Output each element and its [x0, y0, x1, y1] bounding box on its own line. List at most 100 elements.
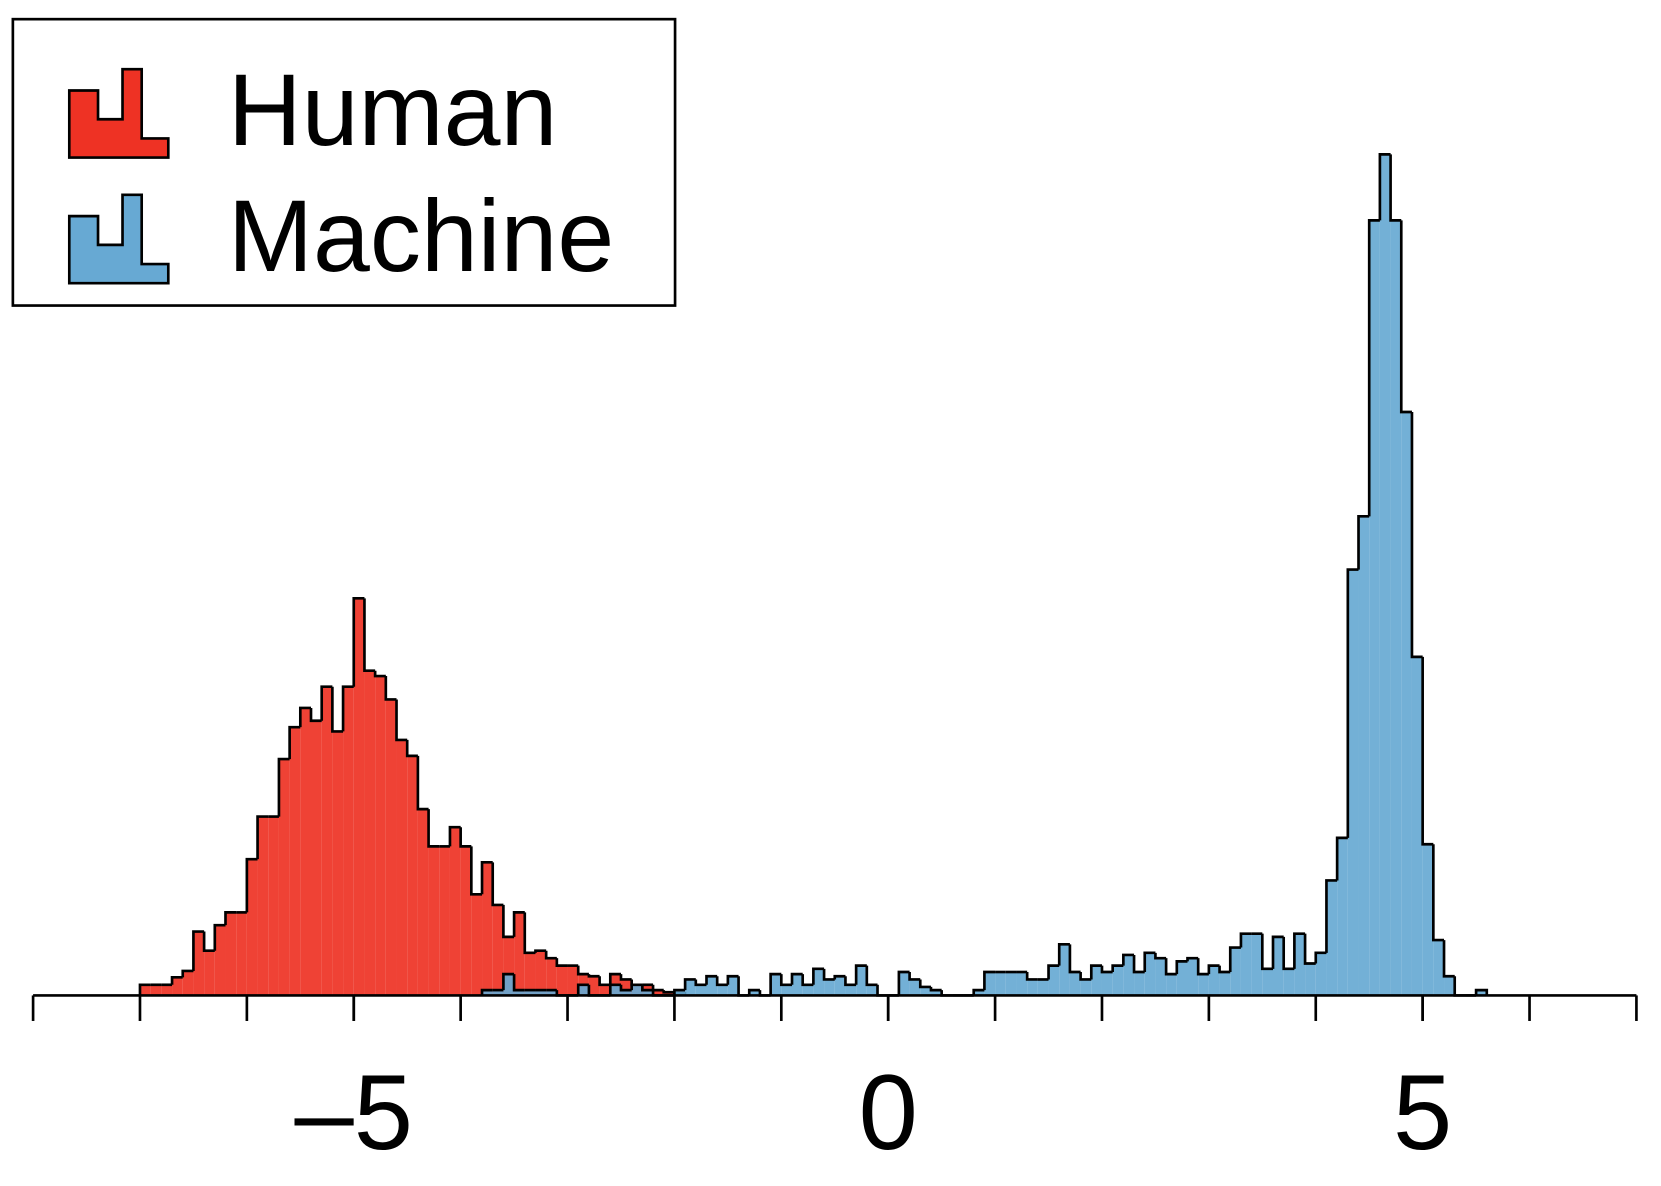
histogram-bar [236, 912, 247, 996]
histogram-step [1474, 988, 1489, 996]
histogram-bar [1101, 972, 1113, 996]
histogram-step [1207, 964, 1220, 975]
histogram-step [598, 976, 611, 987]
histogram-bar [578, 984, 589, 996]
histogram-step [662, 990, 675, 994]
histogram-bar [653, 990, 664, 996]
histogram-step [812, 967, 825, 985]
histogram-step [1410, 412, 1423, 659]
histogram-step [673, 988, 686, 996]
histogram-step [1442, 940, 1455, 978]
histogram-bar [1166, 974, 1177, 996]
histogram-bar [642, 990, 654, 996]
histogram-bar [824, 979, 835, 996]
histogram-step [1271, 935, 1284, 969]
histogram-bar [1187, 958, 1199, 996]
histogram-bar [139, 984, 151, 996]
histogram-step [619, 984, 632, 992]
histogram-step [1432, 844, 1445, 942]
x-tick-label: 0 [859, 1053, 918, 1172]
histogram-bar [482, 862, 493, 996]
histogram-step [972, 988, 985, 996]
histogram-bar [428, 846, 440, 996]
histogram-step [245, 857, 258, 913]
histogram-bar [182, 970, 194, 996]
histogram-step [705, 974, 718, 985]
histogram-bar [311, 720, 322, 996]
histogram-step [1186, 956, 1199, 962]
histogram-step [929, 986, 942, 992]
histogram-step [918, 979, 931, 989]
histogram-bar [1326, 880, 1338, 996]
histogram-bar [898, 972, 910, 996]
histogram-step [181, 969, 194, 978]
histogram-step [1346, 568, 1359, 838]
histogram-bar [620, 990, 632, 996]
histogram-bar [1347, 569, 1359, 996]
histogram-step [608, 983, 621, 996]
legend-label: Human [228, 52, 557, 167]
histogram-bar [161, 984, 173, 996]
histogram-bar [214, 925, 226, 996]
histogram-bar [1422, 844, 1434, 996]
histogram-step [876, 984, 889, 997]
histogram-step [512, 911, 525, 937]
histogram-bar [1476, 990, 1487, 996]
histogram-bar [1283, 968, 1295, 996]
histogram-step [138, 983, 151, 996]
histogram-bar [396, 739, 408, 996]
histogram-bar [995, 972, 1006, 996]
histogram-bar [1230, 947, 1241, 996]
histogram-step [983, 970, 996, 991]
histogram-bar [1016, 972, 1028, 996]
histogram-bar [920, 986, 931, 996]
histogram-step [790, 972, 803, 985]
x-tick-label: 5 [1393, 1053, 1452, 1172]
histogram-step [1367, 219, 1380, 517]
histogram-bar [770, 974, 782, 996]
histogram-bar [439, 846, 450, 996]
histogram-step [395, 699, 408, 742]
histogram-bar [1294, 933, 1306, 996]
histogram-bar [845, 984, 857, 996]
histogram-bar [1080, 979, 1092, 996]
histogram-step [833, 974, 846, 980]
histogram-step [1068, 944, 1081, 974]
histogram-bar [631, 984, 643, 996]
histogram-step [1100, 965, 1113, 974]
histogram-bar [417, 809, 429, 996]
histogram-bar [407, 755, 418, 996]
histogram-step [1228, 946, 1241, 973]
histogram-step [1175, 960, 1188, 975]
histogram-bar [866, 984, 878, 996]
histogram-step [1164, 958, 1177, 976]
histogram-bar [695, 984, 707, 996]
histogram-bar [1337, 837, 1348, 996]
histogram-bar [1155, 958, 1167, 996]
legend-icon [67, 67, 170, 159]
histogram-step [448, 825, 461, 847]
histogram-bar [482, 990, 493, 996]
histogram-bar [385, 699, 397, 996]
histogram-step [363, 598, 376, 673]
histogram-bar [257, 816, 269, 996]
histogram-bar [353, 598, 365, 996]
histogram-bar [524, 990, 536, 996]
histogram-step [715, 976, 728, 987]
histogram-bar [834, 976, 846, 996]
histogram-step [1378, 153, 1391, 221]
histogram-step [1453, 976, 1466, 997]
histogram-bar [1059, 944, 1070, 996]
histogram-bar [792, 974, 803, 996]
histogram-bar [749, 990, 760, 996]
histogram-step [1132, 954, 1145, 974]
histogram-step [1122, 953, 1135, 966]
histogram-bar [1411, 656, 1423, 996]
histogram-step [1399, 220, 1412, 414]
histogram-step [1239, 932, 1252, 948]
histogram-bar [802, 984, 814, 996]
histogram-step [694, 979, 707, 987]
histogram-bar [1091, 965, 1102, 996]
histogram-bar [1369, 220, 1380, 996]
histogram-bar [503, 974, 515, 996]
